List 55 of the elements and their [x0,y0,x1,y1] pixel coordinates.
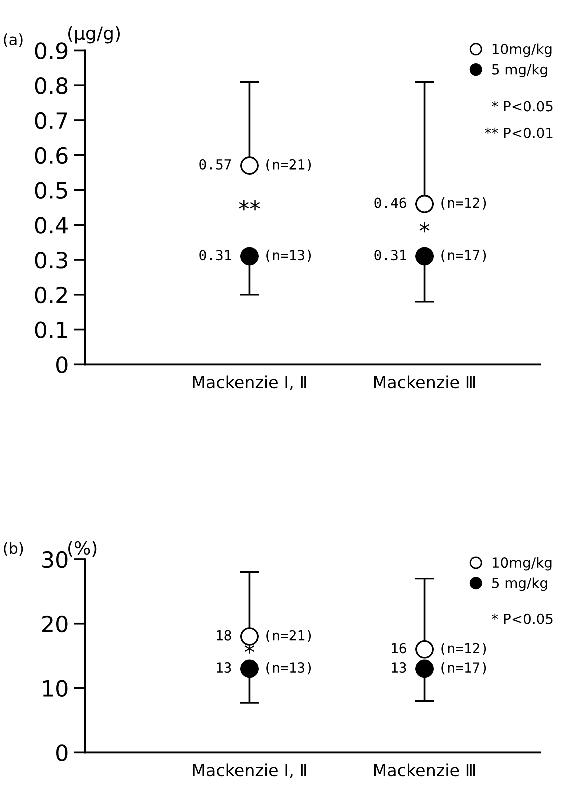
y-tick-label: 0.4 [35,217,68,234]
annotation: (n=17) [442,250,486,262]
annotation: ** [239,200,260,211]
point [240,660,259,678]
annotation: * [420,222,430,233]
data-label: 18 [217,630,232,641]
data-label: 0.46 [374,198,406,208]
y-tick-label: 0.6 [35,147,68,164]
annotation: (n=17) [442,662,486,675]
point [416,247,434,266]
x-tick-label: Mackenzie Ⅲ [374,376,476,389]
chart-title: (b) [4,542,24,556]
x-tick-label: Mackenzie Ⅰ, Ⅱ [193,376,306,390]
y-tick-label: 0 [56,744,68,762]
y-tick-label: 20 [42,616,68,633]
point [240,156,259,175]
y-tick-label: 0 [56,356,68,374]
annotation: (n=21) [266,159,312,172]
data-label: 16 [392,643,406,654]
y-tick-label: 0.1 [35,322,68,339]
annotation: (n=21) [266,630,312,642]
y-tick-label: 0.2 [35,286,67,304]
point [416,660,434,678]
data-label: 0.31 [200,250,232,261]
y-axis-title: (%) [68,541,97,558]
data-label: 13 [392,662,406,674]
y-tick-label: 10 [43,680,68,698]
legend-label: 5 mg/kg [492,64,548,78]
x-tick-label: Mackenzie Ⅰ, Ⅱ [193,764,306,778]
data-label: 13 [217,662,232,674]
legend-label: 5 mg/kg [492,578,548,592]
y-tick-label: 0.7 [35,112,68,130]
point [416,195,434,214]
point [240,628,259,646]
y-tick-label: 0.9 [35,42,68,60]
point [240,247,259,266]
point [416,640,434,659]
x-tick-label: Mackenzie Ⅲ [374,764,476,777]
annotation: ** P<0.01 [485,128,553,138]
data-label: 0.57 [200,159,232,170]
chart-title: (a) [4,34,23,48]
y-tick-label: 0.5 [35,182,68,200]
annotation: (n=13) [266,250,312,262]
y-axis-title: (μg/g) [68,26,120,44]
legend-label: 10mg/kg [492,44,552,58]
annotation: * P<0.05 [492,614,553,624]
annotation: (n=12) [442,642,486,656]
data-label: 0.31 [374,250,406,261]
y-tick-label: 0.3 [35,252,68,269]
annotation: (n=12) [442,198,486,210]
annotation: * P<0.05 [492,101,553,112]
y-tick-label: 30 [42,551,68,568]
legend-label: 10mg/kg [492,557,552,571]
annotation: (n=13) [266,662,312,675]
y-tick-label: 0.8 [35,78,68,94]
